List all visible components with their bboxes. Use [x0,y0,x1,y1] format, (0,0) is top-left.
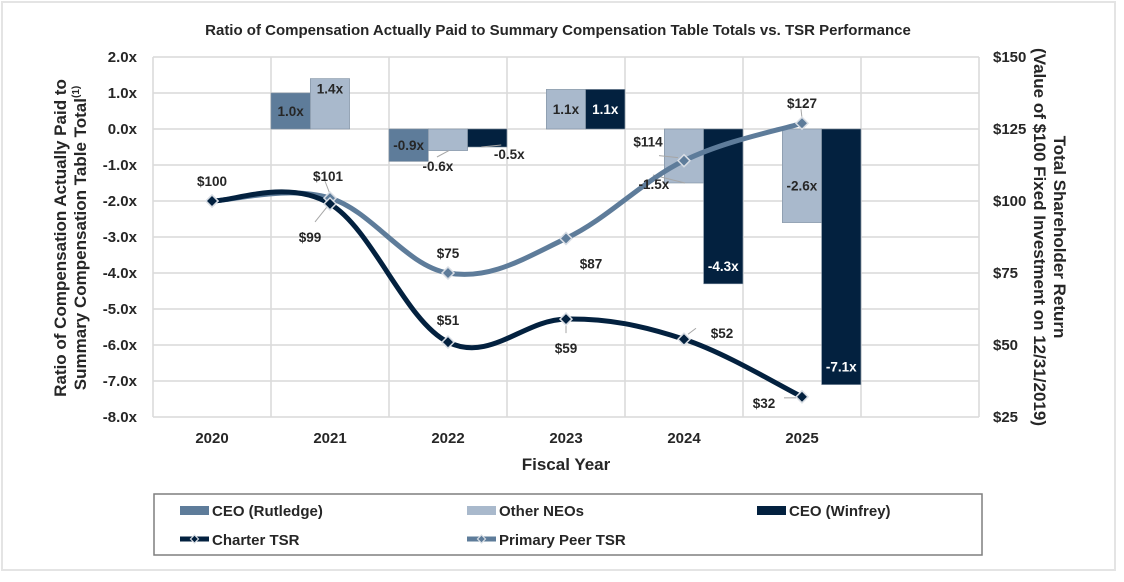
bar-data-label: -0.6x [423,159,454,174]
line-marker [558,231,574,246]
left-tick-label: 2.0x [108,49,138,66]
bar-data-label: -0.9x [393,138,424,153]
legend-label: Primary Peer TSR [499,532,626,549]
bar-data-label: -2.6x [787,179,818,194]
line-data-label: $99 [299,230,322,245]
bar-data-label: -1.5x [639,177,670,192]
line-marker [676,332,692,347]
left-axis-title-line1: Ratio of Compensation Actually Paid to [51,79,70,397]
bar-ceo-winfrey [467,128,508,148]
line-data-label: $32 [753,396,776,411]
bar-data-label: -4.3x [708,259,739,274]
bar-data-label: 1.4x [317,82,344,97]
x-axis-title: Fiscal Year [522,455,611,474]
line-data-label: $100 [197,174,227,189]
bar-ceo-rutledge [388,128,429,162]
leader-line [436,150,450,158]
data-labels: 1.0x -0.9x 1.4x -0.6x 1.1x -1.5x -2.6x -0.5x 1.1… [197,82,857,411]
bar-ceo-rutledge [270,92,311,130]
right-axis-ticks: $150 $125 $100 $75 $50 $25 [993,49,1026,426]
line-data-label: $75 [437,246,460,261]
leader-line [658,155,679,159]
line-charter-tsr [209,189,805,400]
left-tick-label: 0.0x [108,121,138,138]
left-tick-label: -6.0x [103,337,138,354]
bars [270,78,862,385]
x-tick-label: 2020 [195,430,228,447]
bar-other-neos [781,128,822,223]
line-marker [558,312,574,327]
chart-title: Ratio of Compensation Actually Paid to S… [205,22,911,39]
leader-line [481,144,502,148]
line-data-label: $114 [633,135,663,150]
footnote-superscript: (1) [71,86,82,98]
bar-ceo-winfrey [585,89,626,130]
left-tick-label: 1.0x [108,85,138,102]
legend-swatch-ceo-rutledge [180,506,209,515]
right-tick-label: $100 [993,193,1026,210]
left-tick-label: -7.0x [103,373,138,390]
left-axis-title-line2: Summary Compensation Table Total(1) [71,86,90,390]
line-marker [440,265,456,281]
legend-label: CEO (Winfrey) [789,503,891,520]
legend-marker-icon [189,534,200,544]
right-axis-title-line1: Total Shareholder Return [1050,136,1069,339]
x-tick-label: 2022 [431,430,464,447]
right-tick-label: $75 [993,265,1018,282]
x-axis-ticks: 2020 2021 2022 2023 2024 2025 [195,430,818,447]
line-data-label: $87 [580,256,603,271]
legend: CEO (Rutledge) Other NEOs CEO (Winfrey) Cha… [153,493,983,556]
left-tick-label: -1.0x [103,157,138,174]
right-axis-title: Total Shareholder Return (Value of $100 … [1030,48,1069,426]
left-tick-label: -2.0x [103,193,138,210]
left-axis-title: Ratio of Compensation Actually Paid to S… [51,79,90,397]
bar-ceo-winfrey [703,128,744,285]
line-marker [676,153,692,168]
line-marker [440,335,456,350]
legend-marker-icon [476,534,487,544]
right-tick-label: $125 [993,121,1026,138]
line-marker [794,116,810,131]
right-tick-label: $150 [993,49,1026,66]
lines [204,116,810,404]
legend-box [153,493,983,556]
right-axis-title-line2: (Value of $100 Fixed Investment on 12/31… [1030,48,1049,426]
x-tick-label: 2024 [667,430,701,447]
left-tick-label: -5.0x [103,301,138,318]
right-tick-label: $25 [993,409,1018,426]
line-data-label: $127 [787,96,817,111]
bar-data-label: -0.5x [494,147,525,162]
leader-line [314,206,328,223]
bar-data-label: 1.1x [592,102,619,117]
line-data-label: $52 [711,326,734,341]
left-tick-label: -4.0x [103,265,138,282]
bar-ceo-winfrey [821,128,862,385]
line-data-label: $101 [313,169,344,184]
left-axis-ticks: 2.0x 1.0x 0.0x -1.0x -2.0x -3.0x -4.0x -5.0x -6.… [103,49,138,426]
legend-label: Charter TSR [212,532,300,549]
legend-swatch-ceo-winfrey [757,506,786,515]
leader-line [687,327,697,335]
line-marker [794,389,810,404]
left-tick-label: -3.0x [103,229,138,246]
bar-other-neos [309,78,350,130]
line-marker [204,193,220,209]
x-tick-label: 2025 [785,430,818,447]
legend-swatch-other-neos [467,506,496,515]
bar-data-label: 1.0x [278,104,305,119]
line-data-label: $51 [437,313,460,328]
x-tick-label: 2023 [549,430,582,447]
line-marker [322,196,338,211]
legend-label: Other NEOs [499,503,584,520]
bar-data-label: -7.1x [826,360,857,375]
x-tick-label: 2021 [313,430,346,447]
line-data-label: $59 [555,341,578,356]
bar-other-neos [545,89,586,130]
left-tick-label: -8.0x [103,409,138,426]
right-tick-label: $50 [993,337,1018,354]
bar-data-label: 1.1x [553,102,580,117]
legend-label: CEO (Rutledge) [212,503,323,520]
bar-other-neos [427,128,468,151]
